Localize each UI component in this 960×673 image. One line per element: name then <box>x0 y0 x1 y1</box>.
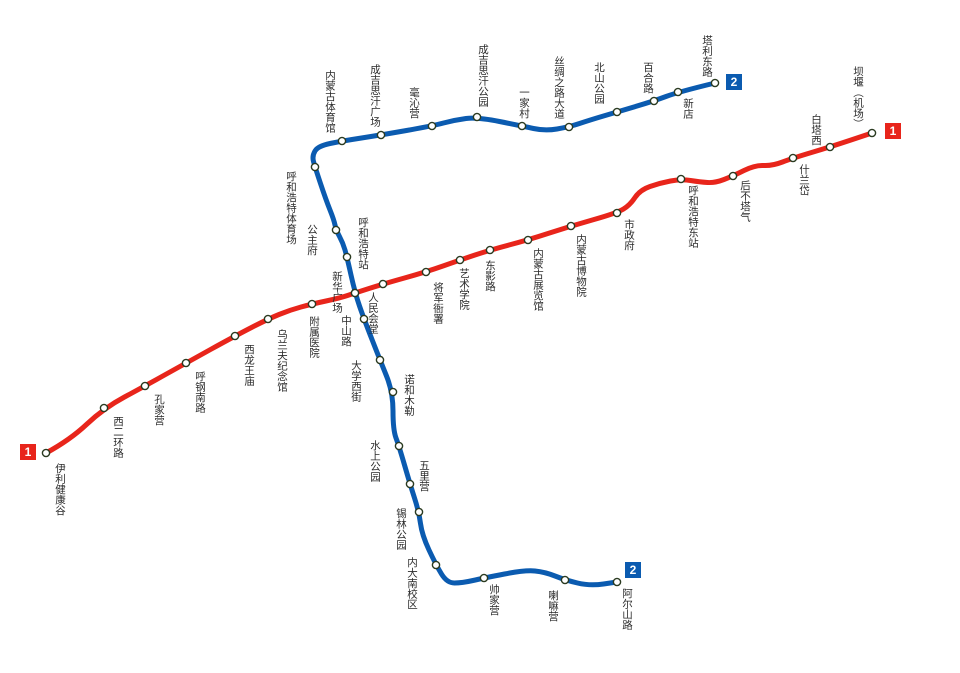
line2-station-marker[interactable] <box>673 87 683 97</box>
line1-station-label: 新华广场 <box>331 271 343 313</box>
line1-station-marker[interactable] <box>676 174 686 184</box>
line1-station-label: 坝堰（机场） <box>852 66 864 129</box>
line1-station-label: 附属医院 <box>308 316 320 358</box>
line1-station-label: 呼钢南路 <box>194 371 206 413</box>
line-2-route <box>310 80 718 588</box>
line2-station-label: 水上公园 <box>369 440 381 482</box>
line2-station-marker[interactable] <box>710 78 720 88</box>
line1-station-label: 乌兰夫纪念馆 <box>276 329 288 392</box>
line2-station-marker[interactable] <box>431 560 441 570</box>
line1-station-label: 市政府 <box>623 219 635 251</box>
line1-station-marker[interactable] <box>728 171 738 181</box>
line2-station-label: 塔利东路 <box>701 35 713 77</box>
line2-station-marker[interactable] <box>388 387 398 397</box>
line1-station-label: 西龙王庙 <box>243 344 255 386</box>
line1-station-label: 内蒙古博物院 <box>575 234 587 297</box>
line2-station-marker[interactable] <box>331 225 341 235</box>
line1-station-label: 将军衙署 <box>432 282 444 324</box>
line1-station-label: 人民会堂 <box>367 292 379 334</box>
line2-station-marker[interactable] <box>337 136 347 146</box>
line1-station-marker[interactable] <box>230 331 240 341</box>
line1-station-label: 艺术学院 <box>458 268 470 310</box>
line2-station-label: 呼和浩特站 <box>357 217 369 270</box>
line2-station-label: 毫沁营 <box>408 86 420 119</box>
line2-station-marker[interactable] <box>427 121 437 131</box>
line1-station-label: 东影路 <box>484 260 496 292</box>
line2-station-label: 大学西街 <box>350 360 362 402</box>
line2-station-marker[interactable] <box>472 112 482 122</box>
line2-station-label: 成吉思汗公园 <box>477 44 489 107</box>
line2-station-label: 一家村 <box>518 86 530 119</box>
line1-station-marker[interactable] <box>263 314 273 324</box>
line2-station-marker[interactable] <box>560 575 570 585</box>
line1-station-label: 孔家营 <box>153 394 165 426</box>
line2-station-marker[interactable] <box>414 507 424 517</box>
line1-station-marker[interactable] <box>140 381 150 391</box>
line2-station-marker[interactable] <box>479 573 489 583</box>
line2-station-label: 中山路 <box>340 315 352 347</box>
line1-station-marker[interactable] <box>181 358 191 368</box>
line2-station-label: 丝绸之路大道 <box>553 56 565 119</box>
line1-station-marker[interactable] <box>455 255 465 265</box>
line1-station-marker[interactable] <box>788 153 798 163</box>
line1-station-marker[interactable] <box>612 208 622 218</box>
line1-station-marker[interactable] <box>523 235 533 245</box>
line1-station-marker[interactable] <box>825 142 835 152</box>
line2-station-label: 五里营 <box>418 460 430 492</box>
line2-station-marker[interactable] <box>342 252 352 262</box>
line1-station-label: 西二环路 <box>112 416 124 458</box>
line2-station-label: 帅家营 <box>488 584 500 616</box>
line1-station-marker[interactable] <box>307 299 317 309</box>
line1-station-marker[interactable] <box>378 279 388 289</box>
line2-station-label: 公主府 <box>306 224 318 256</box>
line2-station-marker[interactable] <box>517 121 527 131</box>
line1-station-label: 呼和浩特东站 <box>687 185 699 248</box>
line1-station-label: 后不塔气 <box>739 180 751 222</box>
line2-station-marker[interactable] <box>376 130 386 140</box>
line-1-badge-east: 1 <box>885 123 901 139</box>
line2-station-label: 北山公园 <box>593 62 605 104</box>
line2-station-marker[interactable] <box>394 441 404 451</box>
line-1-badge-west: 1 <box>20 444 36 460</box>
line2-station-label: 内蒙古体育馆 <box>324 70 336 133</box>
line1-station-label: 什兰岱 <box>798 164 810 196</box>
line2-station-label: 百合路 <box>642 61 654 94</box>
line1-station-marker[interactable] <box>99 403 109 413</box>
line2-station-label: 阿尔山路 <box>621 588 633 630</box>
line2-station-marker[interactable] <box>649 96 659 106</box>
line2-station-marker[interactable] <box>359 314 369 324</box>
line2-station-marker[interactable] <box>612 107 622 117</box>
line2-station-marker[interactable] <box>612 577 622 587</box>
line2-station-marker[interactable] <box>350 288 360 298</box>
line-2-badge-south: 2 <box>625 562 641 578</box>
line1-station-label: 内蒙古展览馆 <box>532 248 544 311</box>
line1-station-label: 伊利健康谷 <box>54 463 66 516</box>
line-2-badge-north: 2 <box>726 74 742 90</box>
line1-station-marker[interactable] <box>41 448 51 458</box>
line2-station-label: 呼和浩特体育场 <box>285 171 297 245</box>
line1-station-marker[interactable] <box>485 245 495 255</box>
line2-station-label: 内大南校区 <box>406 557 418 610</box>
line2-station-label: 喇嘛营 <box>547 590 559 622</box>
line1-station-marker[interactable] <box>867 128 877 138</box>
line2-station-marker[interactable] <box>310 162 320 172</box>
line2-station-marker[interactable] <box>564 122 574 132</box>
line2-station-label: 成吉思汗广场 <box>369 64 381 127</box>
line1-station-label: 白塔西 <box>810 113 822 146</box>
line2-station-label: 新店 <box>682 98 694 119</box>
line2-station-label: 诺和木勒 <box>403 374 415 416</box>
line2-station-marker[interactable] <box>375 355 385 365</box>
line2-station-marker[interactable] <box>405 479 415 489</box>
line2-station-label: 锡林公园 <box>395 508 407 550</box>
line1-station-marker[interactable] <box>566 221 576 231</box>
line1-station-marker[interactable] <box>421 267 431 277</box>
